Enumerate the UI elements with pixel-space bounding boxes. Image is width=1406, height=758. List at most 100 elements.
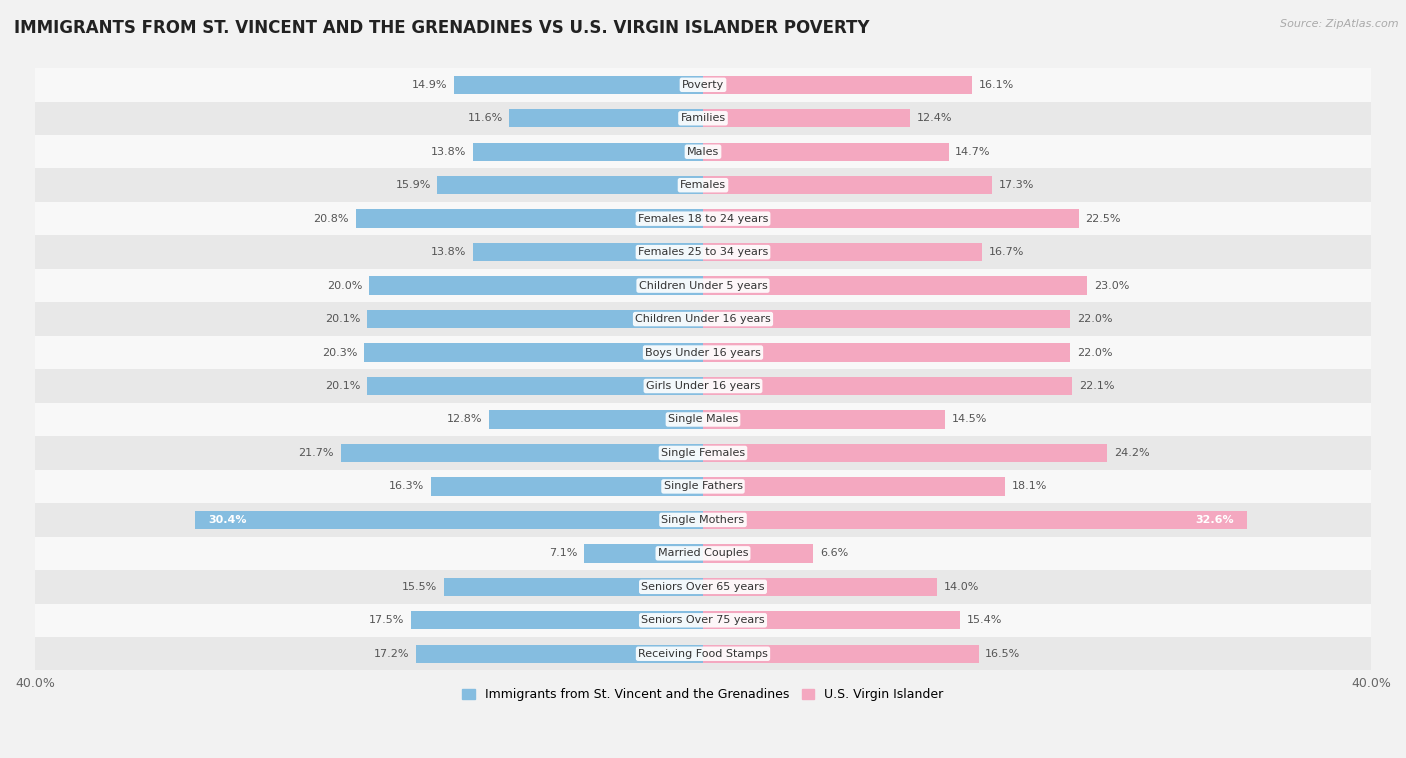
Bar (35, 603, 1371, 637)
Bar (356, 209, 703, 228)
Text: 32.6%: 32.6% (1195, 515, 1234, 525)
Text: 15.5%: 15.5% (402, 582, 437, 592)
Bar (509, 109, 703, 127)
Text: Children Under 5 years: Children Under 5 years (638, 280, 768, 290)
Bar (35, 302, 1371, 336)
Bar (703, 544, 813, 562)
Text: 14.7%: 14.7% (955, 147, 991, 157)
Bar (35, 168, 1371, 202)
Bar (444, 578, 703, 596)
Text: 13.8%: 13.8% (430, 247, 465, 257)
Text: 16.3%: 16.3% (389, 481, 425, 491)
Bar (703, 143, 949, 161)
Bar (489, 410, 703, 429)
Bar (472, 243, 703, 262)
Bar (35, 637, 1371, 671)
Bar (585, 544, 703, 562)
Bar (430, 478, 703, 496)
Text: 20.1%: 20.1% (325, 314, 360, 324)
Bar (35, 402, 1371, 436)
Bar (35, 102, 1371, 135)
Text: 13.8%: 13.8% (430, 147, 465, 157)
Bar (703, 578, 936, 596)
Bar (703, 310, 1070, 328)
Text: 11.6%: 11.6% (467, 113, 502, 124)
Text: 7.1%: 7.1% (550, 548, 578, 559)
Text: 14.0%: 14.0% (943, 582, 979, 592)
Bar (35, 369, 1371, 402)
Bar (703, 277, 1087, 295)
Text: IMMIGRANTS FROM ST. VINCENT AND THE GRENADINES VS U.S. VIRGIN ISLANDER POVERTY: IMMIGRANTS FROM ST. VINCENT AND THE GREN… (14, 19, 869, 37)
Text: 24.2%: 24.2% (1114, 448, 1150, 458)
Legend: Immigrants from St. Vincent and the Grenadines, U.S. Virgin Islander: Immigrants from St. Vincent and the Gren… (457, 684, 949, 706)
Bar (703, 243, 981, 262)
Bar (35, 436, 1371, 470)
Text: Single Fathers: Single Fathers (664, 481, 742, 491)
Bar (35, 537, 1371, 570)
Text: Receiving Food Stamps: Receiving Food Stamps (638, 649, 768, 659)
Bar (411, 611, 703, 629)
Text: Seniors Over 75 years: Seniors Over 75 years (641, 615, 765, 625)
Bar (416, 644, 703, 663)
Bar (35, 202, 1371, 236)
Bar (340, 443, 703, 462)
Text: Females 25 to 34 years: Females 25 to 34 years (638, 247, 768, 257)
Text: Males: Males (688, 147, 718, 157)
Text: Girls Under 16 years: Girls Under 16 years (645, 381, 761, 391)
Text: 12.4%: 12.4% (917, 113, 952, 124)
Text: 12.8%: 12.8% (447, 415, 482, 424)
Text: Single Mothers: Single Mothers (661, 515, 745, 525)
Bar (703, 478, 1005, 496)
Text: Seniors Over 65 years: Seniors Over 65 years (641, 582, 765, 592)
Text: 15.9%: 15.9% (395, 180, 430, 190)
Text: 30.4%: 30.4% (208, 515, 247, 525)
Bar (35, 68, 1371, 102)
Text: 17.3%: 17.3% (998, 180, 1033, 190)
Text: 21.7%: 21.7% (298, 448, 333, 458)
Text: 20.0%: 20.0% (328, 280, 363, 290)
Text: 20.1%: 20.1% (325, 381, 360, 391)
Text: 16.7%: 16.7% (988, 247, 1024, 257)
Bar (368, 277, 703, 295)
Bar (367, 310, 703, 328)
Text: 20.3%: 20.3% (322, 347, 357, 358)
Bar (703, 644, 979, 663)
Text: 17.5%: 17.5% (368, 615, 404, 625)
Bar (703, 611, 960, 629)
Text: 16.5%: 16.5% (986, 649, 1021, 659)
Bar (35, 570, 1371, 603)
Bar (472, 143, 703, 161)
Text: 22.5%: 22.5% (1085, 214, 1121, 224)
Bar (195, 511, 703, 529)
Text: 20.8%: 20.8% (314, 214, 349, 224)
Bar (35, 336, 1371, 369)
Text: Poverty: Poverty (682, 80, 724, 89)
Text: Children Under 16 years: Children Under 16 years (636, 314, 770, 324)
Bar (35, 470, 1371, 503)
Bar (35, 135, 1371, 168)
Bar (437, 176, 703, 194)
Bar (367, 377, 703, 395)
Text: Single Females: Single Females (661, 448, 745, 458)
Text: Females 18 to 24 years: Females 18 to 24 years (638, 214, 768, 224)
Text: 22.1%: 22.1% (1078, 381, 1115, 391)
Text: Single Males: Single Males (668, 415, 738, 424)
Bar (35, 269, 1371, 302)
Text: 22.0%: 22.0% (1077, 347, 1112, 358)
Bar (703, 443, 1107, 462)
Text: Females: Females (681, 180, 725, 190)
Bar (454, 76, 703, 94)
Text: Married Couples: Married Couples (658, 548, 748, 559)
Bar (703, 511, 1247, 529)
Text: Source: ZipAtlas.com: Source: ZipAtlas.com (1281, 19, 1399, 29)
Text: 14.5%: 14.5% (952, 415, 987, 424)
Bar (35, 503, 1371, 537)
Text: 22.0%: 22.0% (1077, 314, 1112, 324)
Bar (703, 377, 1073, 395)
Text: 17.2%: 17.2% (374, 649, 409, 659)
Text: Boys Under 16 years: Boys Under 16 years (645, 347, 761, 358)
Bar (703, 343, 1070, 362)
Bar (703, 76, 972, 94)
Bar (35, 236, 1371, 269)
Text: 15.4%: 15.4% (967, 615, 1002, 625)
